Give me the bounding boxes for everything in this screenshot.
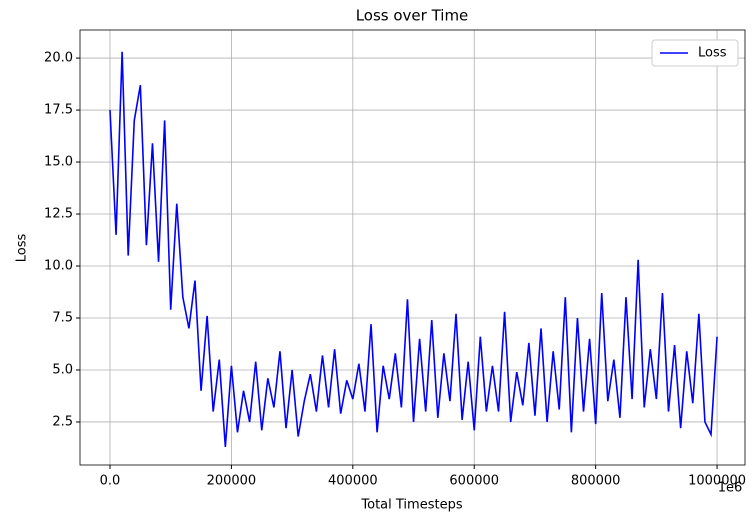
x-tick-label: 0.0	[100, 474, 121, 489]
y-tick-label: 5.0	[52, 362, 73, 377]
y-tick-label: 17.5	[44, 103, 73, 118]
y-tick-label: 10.0	[44, 259, 73, 274]
line-series	[109, 51, 718, 447]
x-axis-label: Total Timesteps	[360, 498, 462, 513]
x-tick-label: 1000000	[688, 474, 746, 489]
legend-box	[651, 39, 739, 67]
y-tick-label: 7.5	[52, 310, 73, 325]
y-tick-label: 20.0	[44, 51, 73, 66]
y-tick-label: 2.5	[52, 414, 73, 429]
x-tick-label: 200000	[207, 474, 257, 489]
chart-title: Loss over Time	[356, 7, 469, 25]
y-tick-label: 15.0	[44, 155, 73, 170]
x-tick-label: 400000	[328, 474, 378, 489]
x-offset-label: 1e6	[718, 481, 743, 496]
x-tick-label: 800000	[571, 474, 621, 489]
plot-frame	[79, 29, 746, 466]
y-axis-label: Loss	[15, 234, 30, 263]
y-tick-label: 12.5	[44, 207, 73, 222]
legend-label: Loss	[698, 46, 727, 61]
x-tick-label: 600000	[449, 474, 499, 489]
